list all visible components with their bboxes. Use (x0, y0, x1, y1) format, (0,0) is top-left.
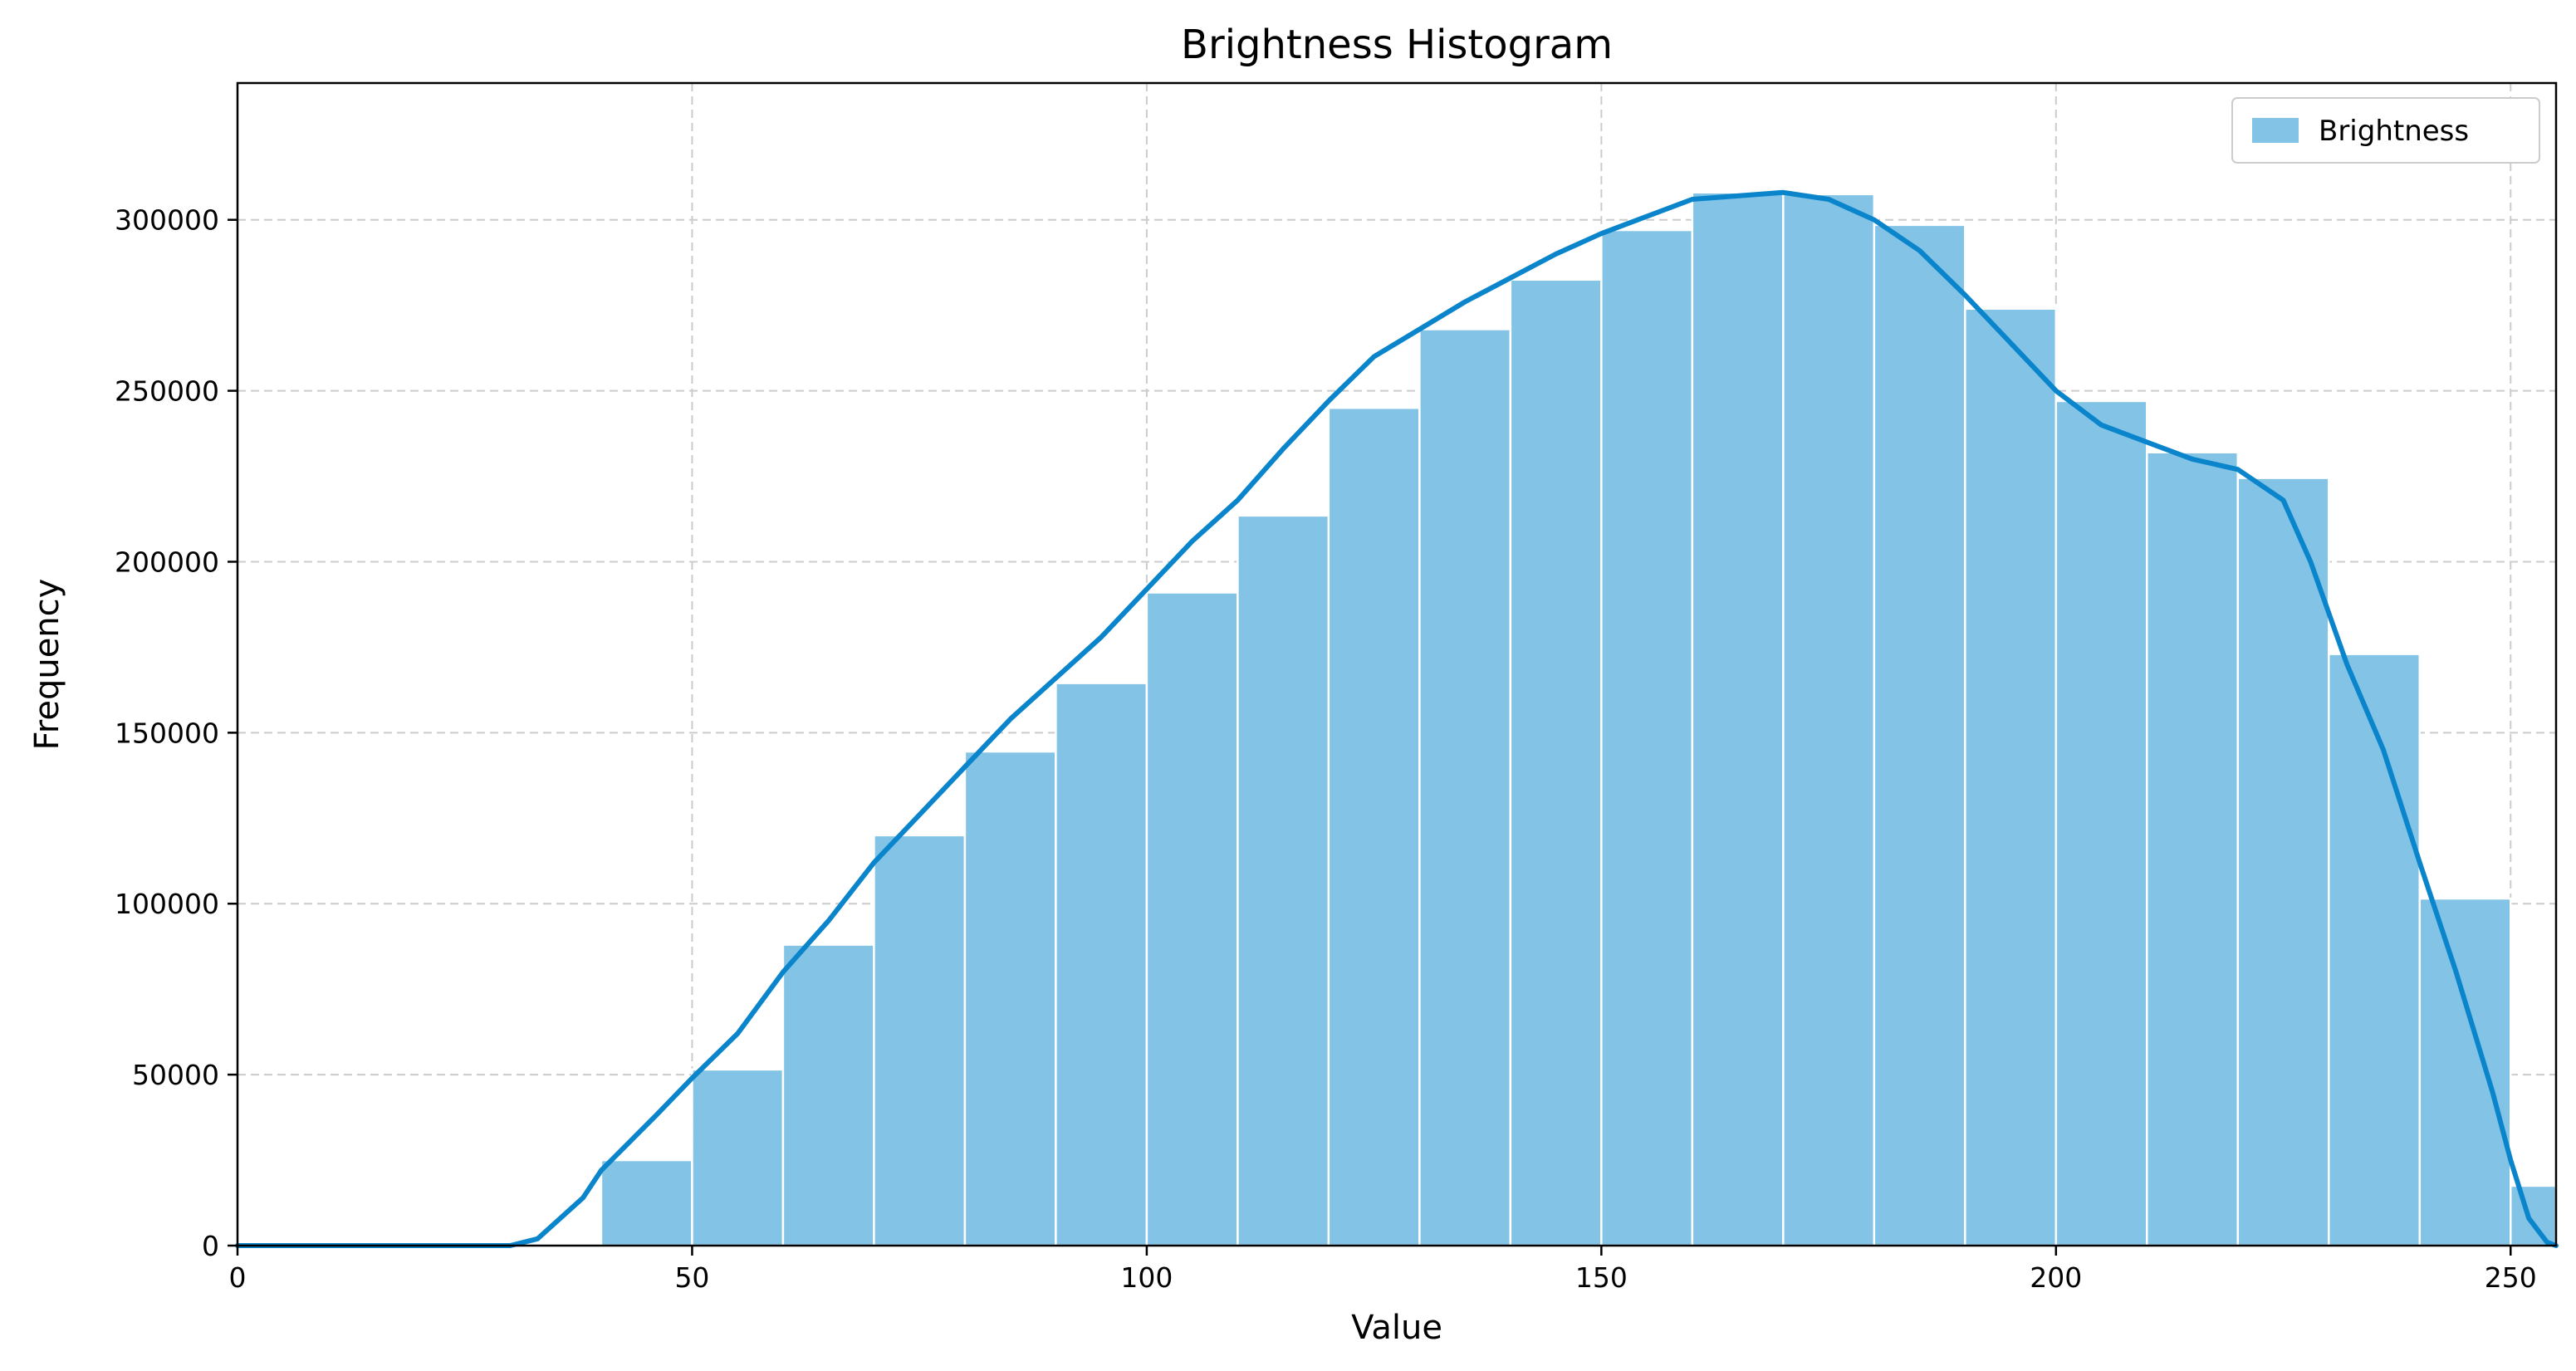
histogram-bar (1055, 682, 1148, 1247)
histogram-bar (1600, 228, 1694, 1247)
x-tick-label: 200 (2030, 1261, 2082, 1294)
histogram-bar (1782, 193, 1876, 1247)
histogram-bar (691, 1068, 785, 1247)
histogram-bar (600, 1158, 693, 1247)
x-tick-label: 150 (1575, 1261, 1628, 1294)
x-axis-ticks: 0 50 100 150 200 250 (229, 1246, 2537, 1294)
x-axis-label: Value (1351, 1309, 1442, 1347)
density-curve-line (235, 189, 2559, 1248)
legend-box (2231, 97, 2540, 164)
histogram-bar (1964, 307, 2058, 1247)
y-tick-label: 200000 (115, 546, 219, 578)
x-tick-label: 50 (674, 1261, 709, 1294)
histogram-bar (1691, 191, 1785, 1247)
density-curve (235, 189, 2559, 1248)
histogram-bar (873, 834, 967, 1247)
y-axis-ticks: 0 50000 100000 150000 200000 250000 300000 (115, 204, 238, 1262)
legend-label: Brightness (2319, 115, 2469, 148)
x-tick-label: 100 (1120, 1261, 1173, 1294)
histogram-bar (1873, 223, 1966, 1247)
y-axis-label: Frequency (28, 579, 66, 751)
histogram-bar (2328, 653, 2422, 1247)
plot-frame (236, 81, 2558, 1247)
histogram-bar (1237, 514, 1330, 1247)
histogram-bar (1509, 278, 1603, 1247)
y-tick-label: 100000 (115, 888, 219, 920)
histogram-bar (2146, 451, 2240, 1247)
histogram-bar (1145, 591, 1239, 1247)
legend: Brightness (2231, 97, 2540, 164)
histogram-bar (963, 750, 1057, 1247)
y-tick-label: 0 (202, 1230, 219, 1262)
histogram-bar (2510, 1184, 2558, 1247)
legend-swatch (2252, 118, 2299, 143)
histogram-bar (781, 943, 875, 1247)
x-tick-label: 0 (229, 1261, 247, 1294)
histogram-bar (2236, 477, 2330, 1247)
y-tick-label: 50000 (132, 1059, 219, 1091)
histogram-bar (2054, 399, 2148, 1247)
histogram-bar (1418, 328, 1512, 1247)
histogram-bar (2418, 897, 2512, 1247)
y-tick-label: 150000 (115, 717, 219, 749)
histogram-bars (600, 191, 2558, 1247)
histogram-bar (1327, 406, 1421, 1247)
y-tick-label: 250000 (115, 375, 219, 408)
chart-title: Brightness Histogram (1181, 22, 1613, 68)
x-tick-label: 250 (2485, 1261, 2537, 1294)
y-tick-label: 300000 (115, 204, 219, 237)
